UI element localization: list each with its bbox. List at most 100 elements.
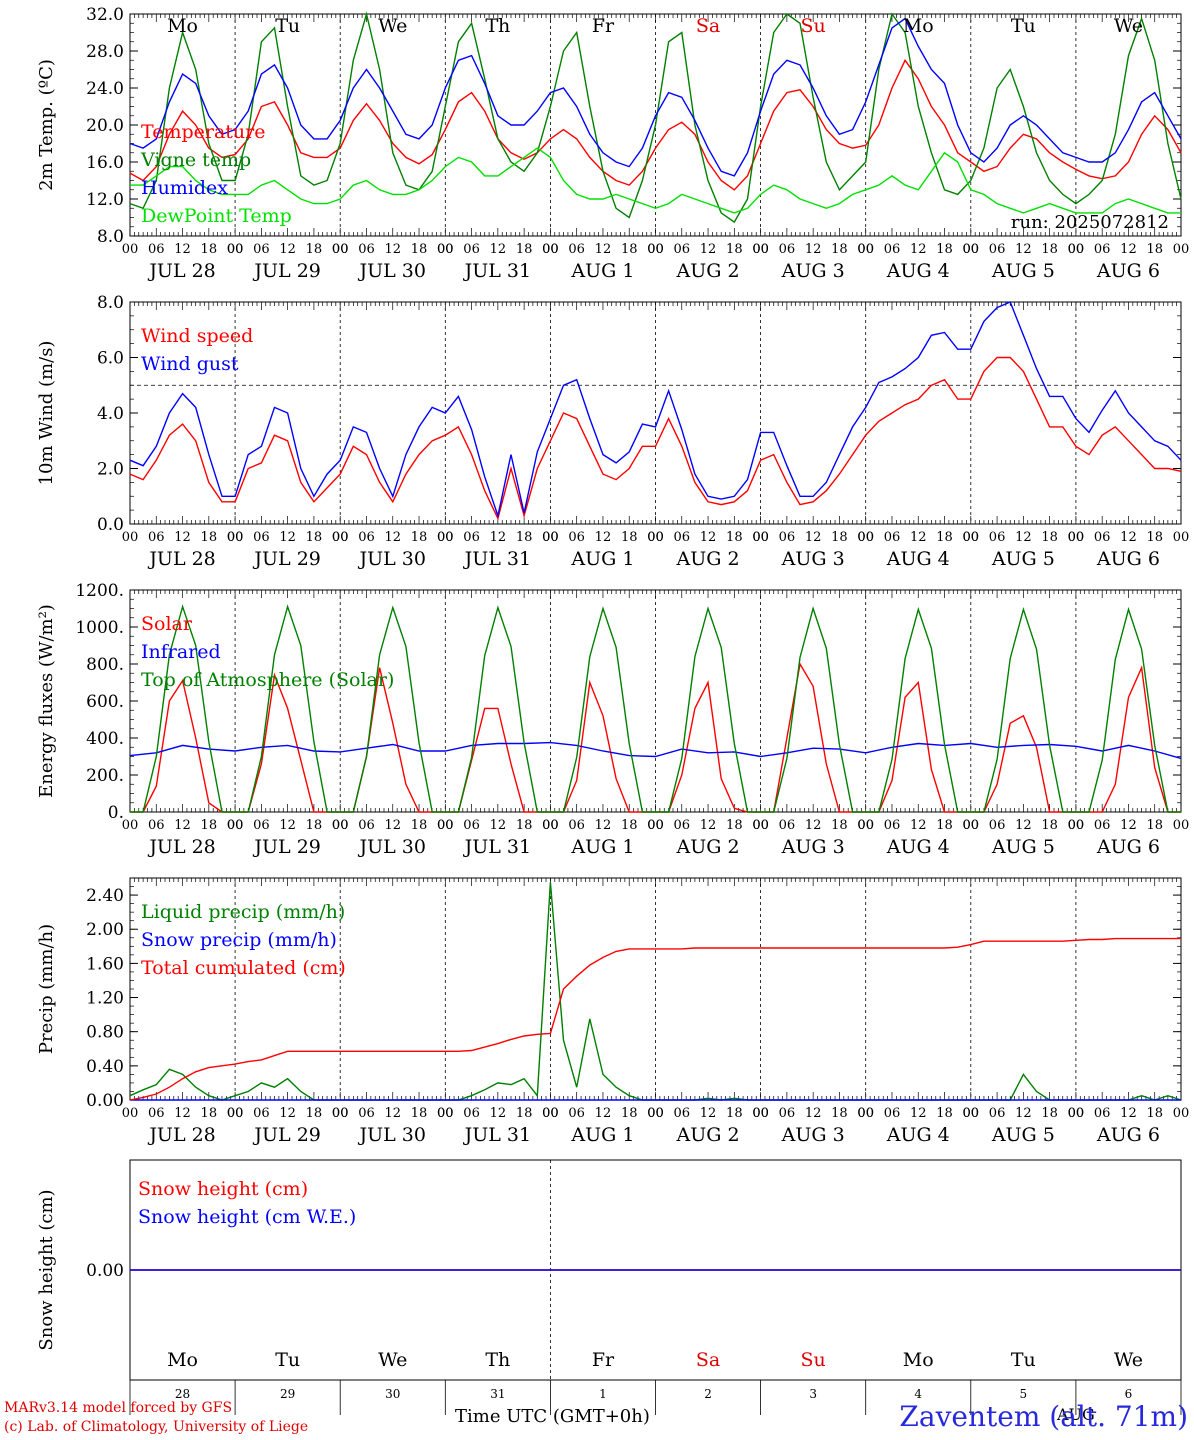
date-label: AUG 6	[1096, 548, 1160, 570]
month-label: AUG	[1056, 1405, 1095, 1424]
hour-tick-label: 00	[1068, 242, 1085, 257]
date-label: JUL 30	[358, 836, 426, 858]
hour-tick-label: 00	[1173, 530, 1190, 545]
hour-tick-label: 06	[463, 818, 480, 833]
y-tick-label: 6.0	[97, 349, 124, 369]
hour-tick-label: 00	[752, 818, 769, 833]
hour-tick-label: 06	[358, 1106, 375, 1121]
weekday-label: Fr	[592, 1349, 615, 1371]
date-label: AUG 6	[1096, 260, 1160, 282]
hour-tick-label: 00	[227, 818, 244, 833]
hour-tick-label: 00	[647, 818, 664, 833]
hour-tick-label: 00	[332, 530, 349, 545]
hour-tick-label: 06	[884, 818, 901, 833]
hour-tick-label: 18	[621, 1106, 638, 1121]
hour-tick-label: 00	[542, 818, 559, 833]
hour-tick-label: 18	[1146, 530, 1163, 545]
hour-tick-label: 00	[857, 242, 874, 257]
weekday-label: Tu	[1011, 1349, 1036, 1371]
hour-tick-label: 12	[1015, 530, 1032, 545]
date-label: JUL 28	[147, 548, 215, 570]
hour-tick-label: 06	[989, 1106, 1006, 1121]
date-label: AUG 1	[570, 836, 634, 858]
hour-tick-label: 18	[411, 1106, 428, 1121]
hour-tick-label: 00	[542, 1106, 559, 1121]
hour-tick-label: 18	[411, 530, 428, 545]
hour-tick-label: 06	[148, 1106, 165, 1121]
hour-tick-label: 12	[805, 1106, 822, 1121]
hour-tick-label: 00	[857, 818, 874, 833]
hour-tick-label: 18	[201, 242, 218, 257]
weekday-label: We	[1114, 1349, 1143, 1371]
hour-tick-label: 00	[857, 242, 874, 257]
hour-tick-label: 12	[490, 530, 507, 545]
hour-tick-label: 00	[437, 242, 454, 257]
weekday-label: Th	[485, 15, 510, 37]
date-label: AUG 4	[886, 836, 950, 858]
date-label: AUG 6	[1096, 1124, 1160, 1146]
hour-tick-label: 00	[437, 1106, 454, 1121]
hour-tick-label: 06	[463, 242, 480, 257]
day-number-label: 30	[385, 1387, 400, 1401]
weekday-label: Tu	[275, 15, 300, 37]
hour-tick-label: 18	[831, 242, 848, 257]
hour-tick-label: 18	[201, 530, 218, 545]
hour-tick-label: 18	[1146, 818, 1163, 833]
date-label: JUL 29	[252, 260, 320, 282]
hour-tick-label: 12	[174, 242, 191, 257]
run-label: run: 2025072812	[1011, 212, 1169, 233]
hour-tick-label: 18	[726, 242, 743, 257]
hour-tick-label: 18	[306, 1106, 323, 1121]
series-line	[129, 937, 1181, 1101]
date-label: AUG 2	[676, 1124, 740, 1146]
hour-tick-label: 06	[989, 818, 1006, 833]
date-label: AUG 1	[570, 1124, 634, 1146]
y-tick-label: 2.40	[86, 886, 124, 906]
day-number-label: 31	[490, 1387, 505, 1401]
hour-tick-label: 00	[1068, 530, 1085, 545]
hour-tick-label: 00	[332, 818, 349, 833]
hour-tick-label: 12	[1120, 242, 1137, 257]
hour-tick-label: 18	[306, 530, 323, 545]
legend-entry: Snow height (cm W.E.)	[138, 1206, 356, 1228]
hour-tick-label: 00	[122, 530, 139, 545]
hour-tick-label: 00	[332, 242, 349, 257]
hour-tick-label: 12	[910, 242, 927, 257]
hour-tick-label: 00	[647, 242, 664, 257]
date-label: AUG 2	[676, 260, 740, 282]
hour-tick-label: 06	[1094, 1106, 1111, 1121]
date-label: AUG 1	[570, 548, 634, 570]
hour-tick-label: 00	[647, 1106, 664, 1121]
panel-3	[129, 589, 1182, 813]
hour-tick-label: 06	[253, 242, 270, 257]
weekday-label: Mo	[167, 1349, 198, 1371]
hour-tick-label: 06	[884, 530, 901, 545]
date-label: AUG 3	[781, 260, 845, 282]
hour-tick-label: 06	[148, 530, 165, 545]
hour-tick-label: 06	[779, 1106, 796, 1121]
hour-tick-label: 00	[227, 1106, 244, 1121]
hour-tick-label: 00	[227, 530, 244, 545]
hour-tick-label: 06	[253, 818, 270, 833]
hour-tick-label: 12	[910, 1106, 927, 1121]
hour-tick-label: 00	[963, 242, 980, 257]
hour-tick-label: 12	[384, 530, 401, 545]
date-label: JUL 28	[147, 1124, 215, 1146]
hour-tick-label: 12	[1120, 1106, 1137, 1121]
hour-tick-label: 18	[621, 530, 638, 545]
series-line	[130, 147, 1181, 214]
day-number-label: 6	[1125, 1387, 1133, 1401]
hour-tick-label: 06	[568, 242, 585, 257]
legend-entry: Snow height (cm)	[138, 1178, 308, 1200]
series-line	[129, 11, 1182, 224]
series-line	[129, 356, 1182, 521]
hour-tick-label: 00	[122, 242, 139, 257]
hour-tick-label: 00	[752, 818, 769, 833]
date-label: JUL 29	[252, 836, 320, 858]
hour-tick-label: 12	[1015, 1106, 1032, 1121]
hour-tick-label: 06	[358, 242, 375, 257]
hour-tick-label: 00	[963, 530, 980, 545]
legend-entry: Wind gust	[141, 353, 239, 375]
x-axis-title: Time UTC (GMT+0h)	[455, 1406, 650, 1427]
day-number-label: 5	[1020, 1387, 1028, 1401]
